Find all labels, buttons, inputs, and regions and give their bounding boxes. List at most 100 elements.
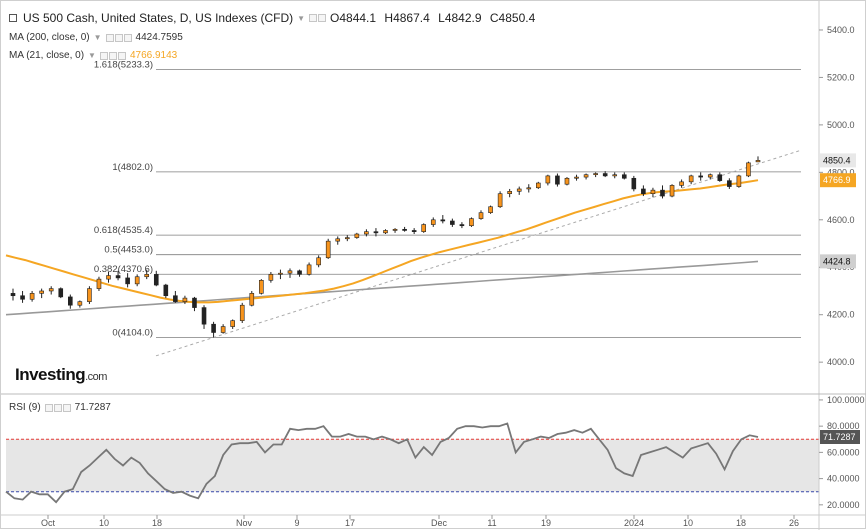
candle-body — [450, 220, 455, 225]
candle-body — [641, 188, 646, 194]
chevron-down-icon[interactable]: ▼ — [297, 13, 306, 23]
candle — [497, 191, 503, 208]
time-tick-label: 17 — [345, 518, 355, 528]
candle — [746, 161, 751, 178]
candle-body — [536, 182, 541, 189]
rsi-buttons[interactable] — [44, 403, 71, 412]
candle — [77, 300, 83, 308]
candle-body — [163, 284, 169, 297]
candle-body — [144, 274, 150, 278]
candle-body — [364, 231, 369, 235]
time-tick-label: Oct — [41, 518, 56, 528]
candle-body — [77, 301, 83, 306]
candle — [717, 172, 723, 182]
candle-body — [402, 228, 407, 231]
ma200-price-tag-bg — [820, 254, 856, 269]
candle-body — [507, 191, 512, 194]
chevron-down-icon[interactable]: ▼ — [88, 51, 96, 60]
candle — [249, 290, 255, 307]
candle — [411, 228, 417, 235]
candle — [153, 270, 159, 287]
candle-body — [373, 231, 379, 234]
rsi-value: 71.7287 — [74, 402, 111, 413]
fib-level-label: 0.382(4370.6) — [94, 264, 153, 275]
candle-body — [602, 173, 608, 177]
candle-body — [755, 160, 761, 163]
candle — [144, 269, 150, 280]
candle — [574, 174, 579, 181]
candle-body — [555, 175, 560, 185]
candle-body — [707, 174, 713, 178]
rsi-tick-label: 80.0000 — [827, 421, 860, 431]
last-price-tag-bg — [820, 153, 856, 168]
candle — [115, 270, 121, 281]
candle-body — [593, 173, 598, 176]
ma21-price-tag-bg — [820, 173, 856, 188]
candle-body — [220, 326, 226, 333]
candle — [593, 172, 598, 178]
candle-body — [583, 174, 589, 178]
rsi-tick-label: 60.0000 — [827, 447, 860, 457]
rsi-tick-label: 20.0000 — [827, 500, 860, 510]
candle-body — [239, 304, 245, 321]
candle-body — [421, 224, 427, 232]
candle-body — [497, 193, 503, 208]
candle — [220, 324, 226, 334]
candle-body — [115, 275, 121, 279]
candle — [182, 295, 188, 305]
time-tick-label: 26 — [789, 518, 799, 528]
candle-body — [488, 206, 493, 213]
candle — [48, 286, 54, 295]
candle — [450, 218, 455, 227]
chevron-down-icon[interactable]: ▼ — [93, 33, 102, 42]
candle — [631, 175, 637, 192]
time-tick-label: 11 — [487, 518, 496, 528]
last-price-tag-text: 4850.4 — [823, 155, 851, 165]
ma21-legend[interactable]: MA (21, close, 0) ▼ 4766.9143 — [9, 50, 177, 61]
candle — [20, 290, 25, 303]
candle — [516, 186, 522, 195]
high-value: H4867.4 — [384, 11, 430, 25]
candle — [392, 228, 398, 233]
pane-buttons[interactable] — [309, 14, 327, 22]
collapse-icon[interactable] — [9, 14, 17, 22]
candle-body — [411, 230, 417, 232]
candle — [278, 269, 283, 280]
rsi-value-tag-text: 71.7287 — [823, 432, 856, 442]
price-tick-label: 5000.0 — [827, 120, 855, 130]
time-tick-label: Nov — [236, 518, 253, 528]
candle — [421, 223, 427, 233]
candle — [134, 274, 140, 287]
candle-body — [612, 174, 618, 177]
candle-body — [516, 188, 522, 192]
candle-body — [249, 293, 255, 306]
candle-body — [182, 297, 188, 302]
candle-body — [125, 277, 130, 285]
candle-body — [698, 175, 703, 178]
candle — [688, 174, 694, 185]
ma200-line — [5, 260, 759, 316]
candle-body — [478, 212, 484, 219]
candle-body — [459, 224, 465, 227]
ma21-buttons[interactable] — [99, 51, 126, 60]
ma200-legend[interactable]: MA (200, close, 0) ▼ 4424.7595 — [9, 32, 183, 43]
time-tick-label: Dec — [431, 518, 448, 528]
candle-body — [354, 233, 360, 238]
candle-body — [325, 240, 331, 259]
candle-body — [306, 264, 312, 275]
candle — [306, 262, 312, 276]
ma200-buttons[interactable] — [105, 33, 132, 42]
candle — [402, 226, 407, 232]
candle — [335, 236, 341, 245]
candle — [125, 273, 130, 288]
fib-level-label: 1.618(5233.3) — [94, 60, 153, 71]
time-tick-label: 10 — [99, 518, 109, 528]
ma21-value: 4766.9143 — [129, 50, 178, 61]
rsi-legend[interactable]: RSI (9) 71.7287 — [9, 402, 111, 413]
ma200-label: MA (200, close, 0) — [9, 32, 90, 43]
candle — [383, 229, 388, 235]
rsi-label: RSI (9) — [9, 402, 41, 413]
candle — [96, 276, 102, 291]
candle-body — [736, 175, 742, 187]
candle-body — [201, 307, 207, 325]
